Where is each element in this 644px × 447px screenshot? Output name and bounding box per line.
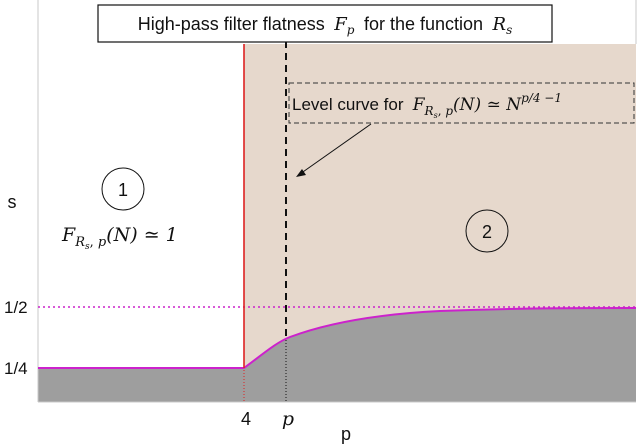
title-text: High-pass filter flatness Fp for the fun… [138, 14, 513, 38]
x-tick-4: 4 [241, 409, 251, 429]
level-curve-text: Level curve for FRs, p(N) ≃ Np/4 −1 [292, 91, 562, 120]
y-tick-half: 1/2 [4, 298, 28, 317]
lower-gray-region [38, 308, 636, 402]
region-2-label: 2 [482, 222, 492, 242]
x-tick-p: p [282, 408, 294, 430]
x-axis-label: p [341, 424, 351, 444]
level-curve-arrowhead [296, 169, 306, 177]
region-1-label: 1 [118, 180, 128, 200]
level-curve-arrow [299, 123, 372, 175]
level-curve-box [288, 82, 635, 124]
title-box [97, 4, 553, 43]
magenta-boundary-curve [38, 307, 637, 369]
region-1-formula: FRs, p(N) ≃ 1 [61, 224, 178, 252]
region-1-circle [101, 167, 145, 211]
y-axis-label: s [8, 192, 17, 212]
region-2-circle [465, 209, 509, 253]
y-tick-quarter: 1/4 [4, 359, 28, 378]
